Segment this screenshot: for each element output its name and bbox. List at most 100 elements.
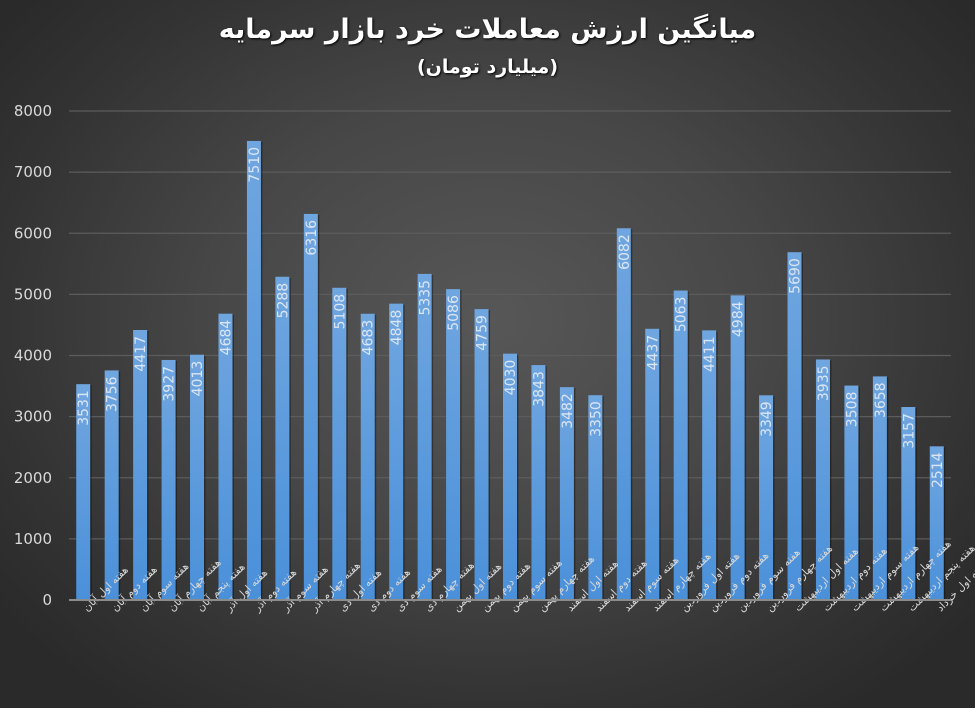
bar-value-label: 3349 [759,401,775,437]
y-tick-label: 6000 [14,224,52,242]
bar-value-label: 4417 [133,336,149,372]
bar: 5690 [787,252,804,602]
bar-rect [645,328,660,600]
bar-rect [190,354,205,600]
bar: 3531 [76,384,92,601]
bar-value-label: 4684 [218,320,234,356]
bar-value-label: 4759 [475,315,491,351]
bar-value-label: 4411 [702,336,718,372]
y-tick-label: 5000 [14,285,52,303]
bar-rect [417,273,432,600]
bar-rect [303,213,318,600]
y-axis: 0 1000 2000 3000 4000 5000 6000 7000 8000 [14,102,52,609]
bar-value-label: 3157 [901,413,917,449]
bar-value-label: 4030 [503,360,519,396]
bar-rect [246,140,261,601]
bar-rect [474,309,489,600]
bar: 3157 [901,407,917,601]
bar: 2514 [929,446,946,601]
bar: 6082 [616,228,633,602]
bar: 3350 [588,395,604,601]
bar-rect [759,395,774,600]
bar-rect [275,276,290,600]
bar: 4683 [360,313,377,601]
bar-rect [588,395,603,600]
bar-value-label: 6316 [304,220,320,256]
bar-value-label: 4437 [645,335,661,371]
bar: 4684 [218,313,234,601]
bar: 5288 [275,276,291,601]
bar-rect [844,385,859,600]
bar: 4759 [474,309,491,601]
bar-value-label: 3482 [560,393,576,429]
bar: 3927 [161,359,178,601]
bar-value-label: 3658 [873,382,889,418]
bar-rect [161,359,176,600]
bar: 3482 [559,387,576,601]
bar-value-label: 5086 [446,295,462,331]
bar-value-label: 5063 [674,297,690,333]
bar-value-label: 2514 [930,452,946,488]
bar-value-label: 3843 [531,371,547,407]
bar: 4848 [389,303,405,601]
bar-rect [559,387,574,600]
bar-rect [218,313,233,600]
bar-value-label: 3508 [844,392,860,428]
bar: 6316 [303,213,320,601]
bar: 5063 [673,290,690,601]
bar-value-label: 3756 [105,376,121,412]
bar: 4411 [702,330,718,601]
bar: 3843 [531,365,547,601]
bar-value-label: 4984 [731,301,747,337]
bar-value-label: 7510 [247,147,263,183]
bar-rect [332,287,347,600]
bar-rect [446,289,461,600]
bar: 4030 [503,353,519,601]
bar-rect [901,407,916,600]
bar: 5335 [417,273,434,601]
bar-value-label: 3935 [816,365,832,401]
bar-value-label: 5108 [332,294,348,330]
bar-value-label: 6082 [617,234,633,270]
bar-value-label: 5335 [418,280,434,316]
bar-value-label: 3531 [76,390,92,426]
bar-value-label: 3927 [162,366,178,402]
bar: 3349 [759,395,775,601]
bar-value-label: 4013 [190,361,206,397]
bar-rect [104,370,119,600]
bar-rect [503,353,517,600]
y-tick-label: 7000 [14,163,52,181]
bar: 7510 [246,140,263,602]
bar-value-label: 5690 [788,258,804,294]
bar-rect [616,228,631,601]
bars: 3531 3756 4417 3927 4013 4684 7510 5288 6316 5108… [76,140,946,602]
bar: 4417 [133,330,149,601]
bar-rect [673,290,688,600]
bar: 5108 [332,287,348,601]
bar: 4437 [645,328,661,601]
bar: 3508 [844,385,860,601]
bar-rect [76,384,91,600]
bar-rect [702,330,717,600]
bar: 4013 [190,354,206,601]
y-tick-label: 8000 [14,102,52,120]
bar-rect [872,376,887,600]
y-tick-label: 4000 [14,347,52,365]
y-tick-label: 2000 [14,469,52,487]
bar-value-label: 3350 [588,401,604,437]
bar-rect [730,295,745,600]
bar: 3756 [104,370,121,601]
bar-rect [133,330,148,600]
bar: 3935 [815,359,832,601]
bar: 3658 [872,376,889,601]
bar: 4984 [730,295,747,601]
bar-value-label: 5288 [275,283,291,319]
chart-title: میانگین ارزش معاملات خرد بازار سرمایه [218,14,757,45]
bar-value-label: 4848 [389,310,405,346]
bar-rect [815,359,830,600]
bar: 5086 [446,289,462,601]
y-tick-label: 3000 [14,408,52,426]
y-tick-label: 0 [42,591,52,609]
bar-rect [787,252,802,601]
bar-rect [389,303,404,600]
